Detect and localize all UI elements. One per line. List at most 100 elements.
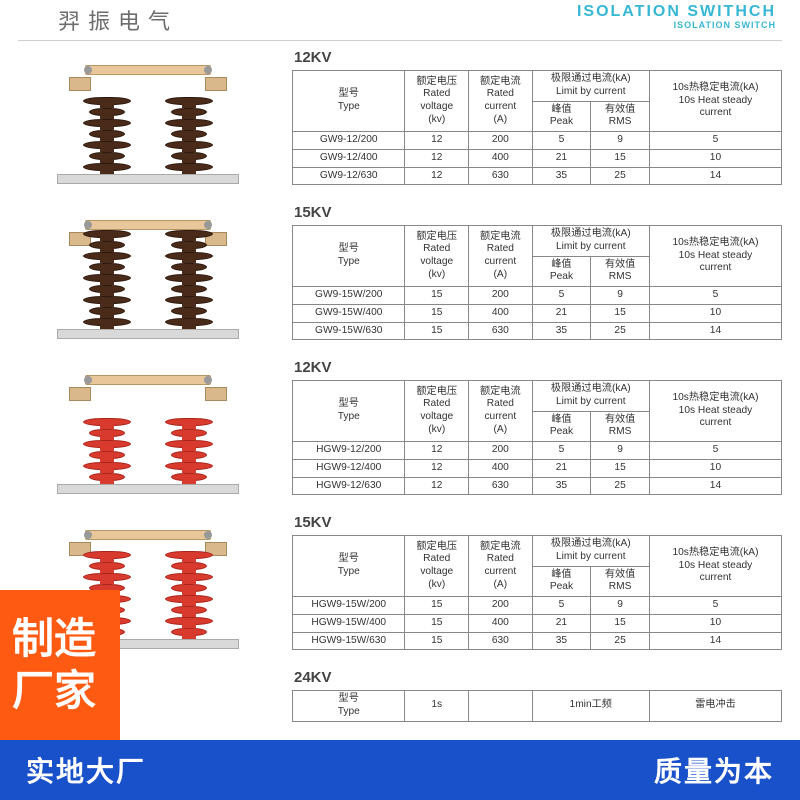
table-header-row-1: 型号Type 额定电压Ratedvoltage(kv) 额定电流Ratedcur… xyxy=(293,536,782,567)
col-heat: 10s热稳定电流(kA)10s Heat steadycurrent xyxy=(649,71,781,132)
cell-peak: 21 xyxy=(532,149,591,167)
cell-rms: 25 xyxy=(591,632,650,650)
col-peak: 峰值Peak xyxy=(532,566,591,597)
brand-cn: 羿振电气 xyxy=(58,4,178,36)
cell-heat: 5 xyxy=(649,132,781,150)
col-voltage: 额定电压Ratedvoltage(kv) xyxy=(405,536,469,597)
cell-rms: 9 xyxy=(591,442,650,460)
cell-voltage: 15 xyxy=(405,597,469,615)
col-voltage: 额定电压Ratedvoltage(kv) xyxy=(405,226,469,287)
table-header-row-1: 型号Type 额定电压Ratedvoltage(kv) 额定电流Ratedcur… xyxy=(293,226,782,257)
col-heat: 10s热稳定电流(kA)10s Heat steadycurrent xyxy=(649,536,781,597)
section-24kv-partial: 24KV 型号Type 1s 1min工频 雷电冲击 xyxy=(18,667,782,722)
mounting-base xyxy=(57,174,239,184)
spec-table: 型号Type 额定电压Ratedvoltage(kv) 额定电流Ratedcur… xyxy=(292,380,782,495)
cell-voltage: 12 xyxy=(405,477,469,495)
cell-peak: 5 xyxy=(532,597,591,615)
cell-rms: 25 xyxy=(591,167,650,185)
cell-rms: 25 xyxy=(591,477,650,495)
page-header: 羿振电气 ISOLATION SWITHCH ISOLATION SWITCH xyxy=(18,4,782,36)
cell-type: GW9-12/400 xyxy=(293,149,405,167)
col-limit: 极限通过电流(kA)Limit by current xyxy=(532,381,649,412)
product-image-col xyxy=(18,202,278,347)
cell-peak: 5 xyxy=(532,132,591,150)
col-type: 型号Type xyxy=(293,226,405,287)
terminal-left xyxy=(69,387,91,401)
cell-heat: 5 xyxy=(649,442,781,460)
col-c: 雷电冲击 xyxy=(649,691,781,722)
cell-type: HGW9-15W/400 xyxy=(293,614,405,632)
col-rms: 有效值RMS xyxy=(591,411,650,442)
category-en: ISOLATION SWITHCH ISOLATION SWITCH xyxy=(577,4,776,30)
cell-voltage: 12 xyxy=(405,149,469,167)
col-current: 额定电流Ratedcurrent(A) xyxy=(469,381,533,442)
cell-type: HGW9-12/200 xyxy=(293,442,405,460)
table-row: GW9-15W/400 15 400 21 15 10 xyxy=(293,304,782,322)
col-limit: 极限通过电流(kA)Limit by current xyxy=(532,226,649,257)
cell-current: 400 xyxy=(469,304,533,322)
insulator-right xyxy=(163,230,215,329)
cell-rms: 15 xyxy=(591,614,650,632)
table-header-row: 型号Type 1s 1min工频 雷电冲击 xyxy=(293,691,782,722)
spec-table: 型号Type 额定电压Ratedvoltage(kv) 额定电流Ratedcur… xyxy=(292,535,782,650)
banner-left: 实地大厂 xyxy=(26,750,146,790)
catalog-page: 羿振电气 ISOLATION SWITHCH ISOLATION SWITCH … xyxy=(0,0,800,740)
cell-current: 630 xyxy=(469,632,533,650)
cell-rms: 15 xyxy=(591,149,650,167)
cell-current: 630 xyxy=(469,477,533,495)
col-type: 型号Type xyxy=(293,536,405,597)
col-a1: 1s xyxy=(405,691,469,722)
col-peak: 峰值Peak xyxy=(532,101,591,132)
badge-line2: 厂家 xyxy=(12,665,120,718)
table-col: 15KV 型号Type 额定电压Ratedvoltage(kv) 额定电流Rat… xyxy=(292,512,782,657)
col-type: 型号Type xyxy=(293,71,405,132)
col-a2 xyxy=(469,691,533,722)
cell-type: GW9-15W/400 xyxy=(293,304,405,322)
cell-type: GW9-12/630 xyxy=(293,167,405,185)
cell-rms: 9 xyxy=(591,597,650,615)
col-heat: 10s热稳定电流(kA)10s Heat steadycurrent xyxy=(649,226,781,287)
col-voltage: 额定电压Ratedvoltage(kv) xyxy=(405,71,469,132)
cell-current: 630 xyxy=(469,322,533,340)
table-row: HGW9-12/630 12 630 35 25 14 xyxy=(293,477,782,495)
cell-rms: 9 xyxy=(591,132,650,150)
insulator-left xyxy=(81,230,133,329)
col-heat: 10s热稳定电流(kA)10s Heat steadycurrent xyxy=(649,381,781,442)
product-illustration xyxy=(43,47,253,192)
cell-voltage: 12 xyxy=(405,132,469,150)
spec-section: 12KV 型号Type 额定电压Ratedvoltage(kv) 额定电流Rat… xyxy=(18,47,782,192)
table-row: HGW9-12/200 12 200 5 9 5 xyxy=(293,442,782,460)
col-current: 额定电流Ratedcurrent(A) xyxy=(469,536,533,597)
section-title: 24KV xyxy=(294,669,782,686)
spec-section: 15KV 型号Type 额定电压Ratedvoltage(kv) 额定电流Rat… xyxy=(18,512,782,657)
cell-voltage: 15 xyxy=(405,632,469,650)
cell-peak: 35 xyxy=(532,632,591,650)
col-limit: 极限通过电流(kA)Limit by current xyxy=(532,536,649,567)
section-title: 12KV xyxy=(294,49,782,66)
cell-rms: 15 xyxy=(591,459,650,477)
cell-type: HGW9-12/630 xyxy=(293,477,405,495)
cell-voltage: 15 xyxy=(405,304,469,322)
cell-peak: 21 xyxy=(532,304,591,322)
badge-line1: 制造 xyxy=(12,613,120,666)
cell-peak: 21 xyxy=(532,459,591,477)
mounting-base xyxy=(57,329,239,339)
switch-blade xyxy=(85,65,211,75)
table-row: GW9-12/200 12 200 5 9 5 xyxy=(293,132,782,150)
category-en-line2: ISOLATION SWITCH xyxy=(577,21,776,30)
cell-peak: 35 xyxy=(532,322,591,340)
terminal-right xyxy=(205,387,227,401)
col-limit: 极限通过电流(kA)Limit by current xyxy=(532,71,649,102)
cell-type: GW9-15W/200 xyxy=(293,287,405,305)
product-image-col xyxy=(18,357,278,502)
insulator-right xyxy=(163,97,215,174)
col-b: 1min工频 xyxy=(532,691,649,722)
terminal-right xyxy=(205,77,227,91)
cell-current: 200 xyxy=(469,287,533,305)
banner-right: 质量为本 xyxy=(654,750,774,790)
cell-heat: 14 xyxy=(649,322,781,340)
spec-table: 型号Type 额定电压Ratedvoltage(kv) 额定电流Ratedcur… xyxy=(292,70,782,185)
cell-current: 200 xyxy=(469,442,533,460)
table-row: HGW9-15W/630 15 630 35 25 14 xyxy=(293,632,782,650)
cell-heat: 10 xyxy=(649,459,781,477)
